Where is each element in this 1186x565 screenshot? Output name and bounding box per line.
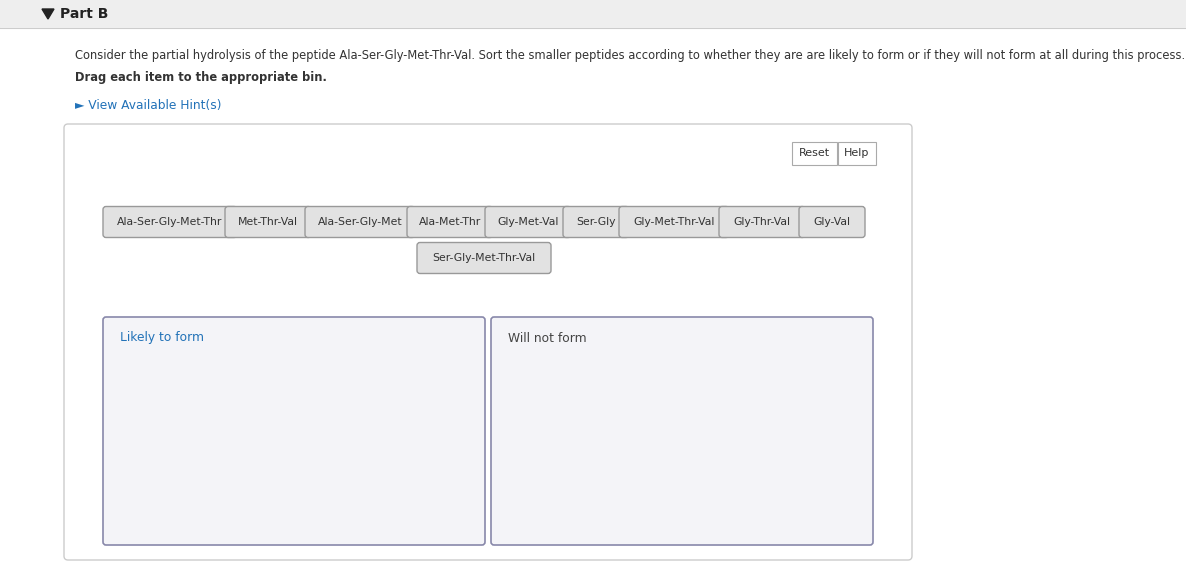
Text: Ala-Met-Thr: Ala-Met-Thr — [419, 217, 482, 227]
FancyBboxPatch shape — [563, 206, 629, 237]
Text: Gly-Met-Thr-Val: Gly-Met-Thr-Val — [633, 217, 715, 227]
Text: Gly-Thr-Val: Gly-Thr-Val — [733, 217, 791, 227]
FancyBboxPatch shape — [799, 206, 865, 237]
Polygon shape — [42, 9, 55, 19]
Text: Ala-Ser-Gly-Met: Ala-Ser-Gly-Met — [318, 217, 402, 227]
FancyBboxPatch shape — [619, 206, 729, 237]
Text: Met-Thr-Val: Met-Thr-Val — [238, 217, 298, 227]
FancyBboxPatch shape — [491, 317, 873, 545]
Text: Reset: Reset — [799, 149, 830, 159]
FancyBboxPatch shape — [103, 206, 237, 237]
Text: Part B: Part B — [60, 7, 108, 21]
Text: Ser-Gly: Ser-Gly — [576, 217, 616, 227]
FancyBboxPatch shape — [407, 206, 493, 237]
Text: Ala-Ser-Gly-Met-Thr: Ala-Ser-Gly-Met-Thr — [117, 217, 223, 227]
FancyBboxPatch shape — [103, 317, 485, 545]
FancyBboxPatch shape — [839, 142, 876, 165]
FancyBboxPatch shape — [792, 142, 837, 165]
Text: Gly-Met-Val: Gly-Met-Val — [497, 217, 559, 227]
FancyBboxPatch shape — [417, 242, 551, 273]
FancyBboxPatch shape — [719, 206, 805, 237]
FancyBboxPatch shape — [64, 124, 912, 560]
Text: ► View Available Hint(s): ► View Available Hint(s) — [75, 98, 222, 111]
Text: Help: Help — [844, 149, 869, 159]
Text: Consider the partial hydrolysis of the peptide Ala-Ser-Gly-Met-Thr-Val. Sort the: Consider the partial hydrolysis of the p… — [75, 50, 1185, 63]
Text: Drag each item to the appropriate bin.: Drag each item to the appropriate bin. — [75, 71, 327, 84]
Text: Will not form: Will not form — [508, 332, 587, 345]
Text: Likely to form: Likely to form — [120, 332, 204, 345]
Text: Gly-Val: Gly-Val — [814, 217, 850, 227]
Bar — [0, 0, 1186, 28]
FancyBboxPatch shape — [485, 206, 570, 237]
FancyBboxPatch shape — [305, 206, 415, 237]
Text: Ser-Gly-Met-Thr-Val: Ser-Gly-Met-Thr-Val — [433, 253, 536, 263]
FancyBboxPatch shape — [225, 206, 311, 237]
